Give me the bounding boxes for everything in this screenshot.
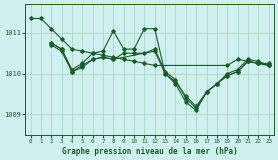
X-axis label: Graphe pression niveau de la mer (hPa): Graphe pression niveau de la mer (hPa) xyxy=(62,147,237,156)
